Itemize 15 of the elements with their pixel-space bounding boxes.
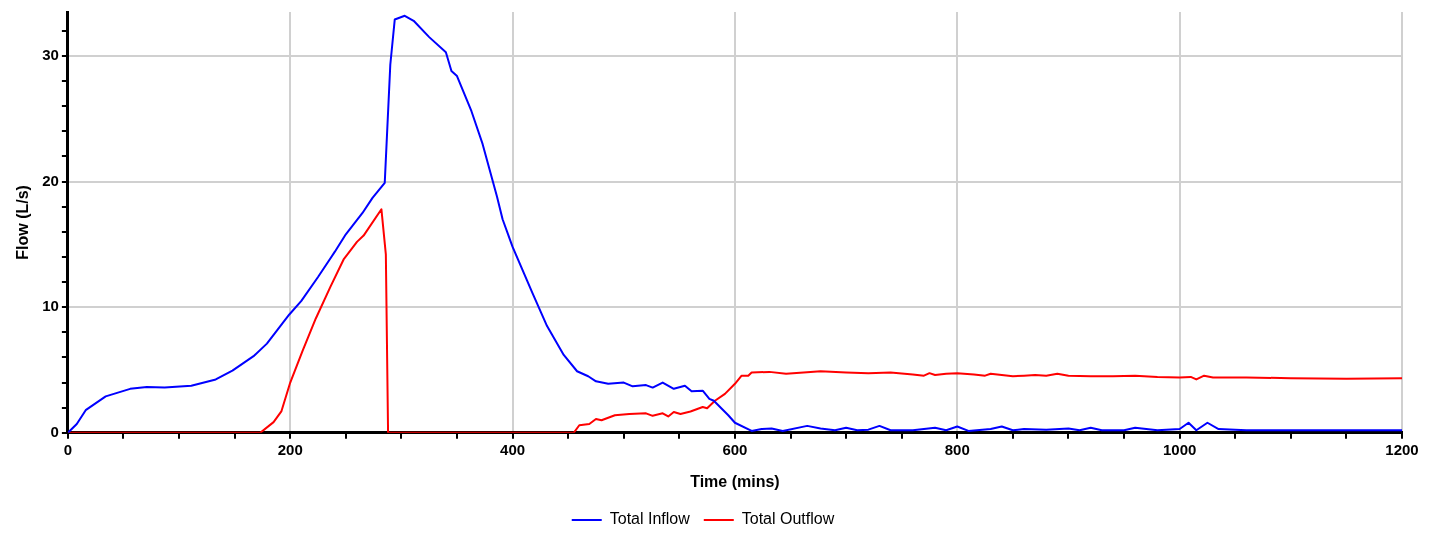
y-axis-title: Flow (L/s) [14,185,32,260]
legend-label: Total Inflow [609,510,691,528]
x-tick-label: 400 [500,440,526,458]
x-tick-label: 800 [944,440,970,458]
x-tick-label: 1000 [1162,440,1197,458]
legend-label: Total Outflow [741,510,835,528]
y-tick-label: 30 [42,46,59,64]
x-tick-label: 200 [277,440,303,458]
y-tick-label: 20 [42,171,59,189]
x-tick-label: 1200 [1385,440,1419,458]
x-tick-label: 600 [722,440,748,458]
x-axis-title: Time (mins) [690,472,780,490]
x-tick-label: 0 [63,440,73,458]
y-tick-label: 10 [42,297,59,315]
y-tick-label: 0 [50,422,59,440]
